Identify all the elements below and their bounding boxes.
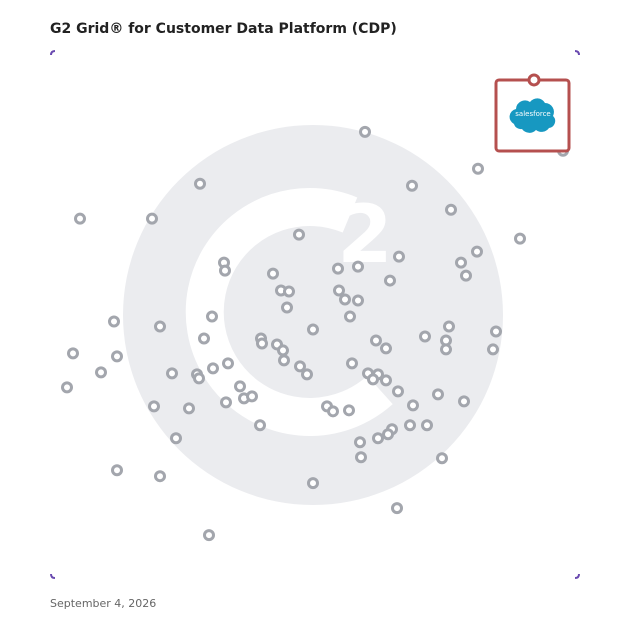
point [354, 436, 366, 449]
point [460, 269, 472, 282]
point [206, 310, 218, 323]
point [407, 399, 419, 412]
point [367, 373, 379, 386]
point [332, 262, 344, 275]
point [455, 256, 467, 269]
point [146, 212, 158, 225]
point [370, 334, 382, 347]
point [443, 320, 455, 333]
point [458, 395, 470, 408]
point [148, 400, 160, 413]
point [514, 232, 526, 245]
point [95, 366, 107, 379]
point [432, 388, 444, 401]
point [111, 464, 123, 477]
point [111, 350, 123, 363]
point [391, 502, 403, 515]
point [254, 419, 266, 432]
point [333, 284, 345, 297]
point [203, 529, 215, 542]
point [393, 250, 405, 263]
point [404, 419, 416, 432]
point [193, 372, 205, 385]
point [307, 323, 319, 336]
point [294, 360, 306, 373]
point [267, 267, 279, 280]
point [392, 385, 404, 398]
point [346, 357, 358, 370]
point [471, 245, 483, 258]
point [256, 337, 268, 350]
point [490, 325, 502, 338]
point [219, 264, 231, 277]
point [198, 332, 210, 345]
point [359, 125, 371, 138]
point [277, 344, 289, 357]
point [74, 212, 86, 225]
point [380, 342, 392, 355]
point [246, 390, 258, 403]
point [445, 203, 457, 216]
point [472, 162, 484, 175]
point [372, 432, 384, 445]
point [339, 293, 351, 306]
point [344, 310, 356, 323]
point [222, 357, 234, 370]
point [170, 432, 182, 445]
point [166, 367, 178, 380]
chart-title: G2 Grid® for Customer Data Platform (CDP… [50, 21, 397, 37]
point [421, 419, 433, 432]
date: September 4, 2026 [50, 597, 156, 610]
frame [50, 50, 580, 579]
logo-label: salesforce [515, 110, 550, 118]
logo-cloud [509, 98, 556, 133]
point [384, 274, 396, 287]
point [154, 470, 166, 483]
point [343, 404, 355, 417]
point [436, 452, 448, 465]
point [419, 330, 431, 343]
point [61, 381, 73, 394]
point [406, 179, 418, 192]
point [67, 347, 79, 360]
point [108, 315, 120, 328]
point [382, 428, 394, 441]
point [352, 260, 364, 273]
point [352, 294, 364, 307]
point [183, 402, 195, 415]
point [207, 362, 219, 375]
point [194, 177, 206, 190]
point [327, 405, 339, 418]
point [440, 343, 452, 356]
point [154, 320, 166, 333]
point [234, 380, 246, 393]
point [278, 354, 290, 367]
point [487, 343, 499, 356]
point [220, 396, 232, 409]
point [307, 477, 319, 490]
point [301, 368, 313, 381]
point [281, 301, 293, 314]
point [293, 228, 305, 241]
svg-text:2: 2 [337, 188, 393, 281]
point [283, 285, 295, 298]
point [527, 73, 541, 87]
point [380, 374, 392, 387]
point [355, 451, 367, 464]
